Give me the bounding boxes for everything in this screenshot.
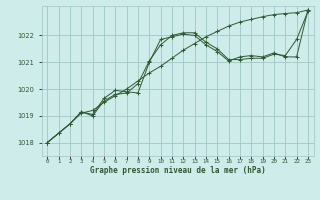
X-axis label: Graphe pression niveau de la mer (hPa): Graphe pression niveau de la mer (hPa) — [90, 166, 266, 175]
